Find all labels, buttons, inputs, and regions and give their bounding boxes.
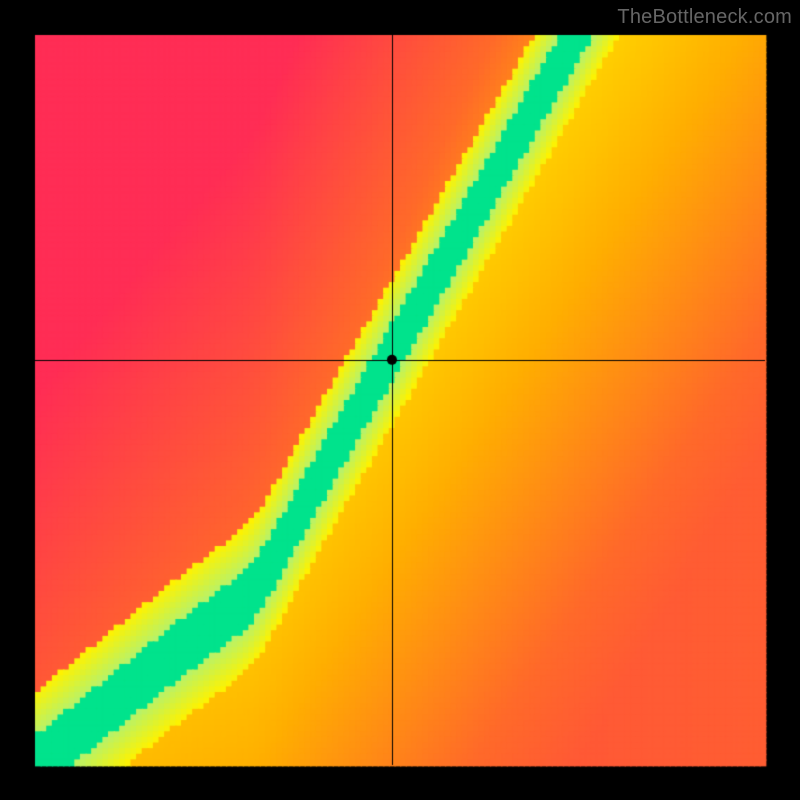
chart-container: TheBottleneck.com <box>0 0 800 800</box>
brand-watermark: TheBottleneck.com <box>617 6 792 29</box>
heatmap-canvas <box>0 0 800 800</box>
